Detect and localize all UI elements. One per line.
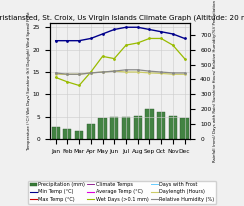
Y-axis label: Temperature (°C)/ Wet Days/ Sunshine (h)/ Daylight/ Wind Speed/ Frost: Temperature (°C)/ Wet Days/ Sunshine (h)… xyxy=(27,12,31,150)
Bar xyxy=(157,112,165,139)
Legend: Precipitation (mm), Min Temp (°C), Max Temp (°C), Climate Temps, Average Temp (°: Precipitation (mm), Min Temp (°C), Max T… xyxy=(28,180,216,204)
Bar xyxy=(122,117,130,139)
Bar xyxy=(110,117,118,139)
Title: Christiansted, St. Croix, Us Virgin Islands Climate Graph (Altitude: 20 m): Christiansted, St. Croix, Us Virgin Isla… xyxy=(0,15,244,21)
Bar xyxy=(145,109,153,139)
Y-axis label: Rainfall (mm)/ Days with Rain/ Sunshine Hours/ Relative Humidity(%)/ Precipitati: Rainfall (mm)/ Days with Rain/ Sunshine … xyxy=(213,0,217,162)
Bar xyxy=(51,127,60,139)
Bar xyxy=(63,130,71,139)
Bar xyxy=(75,131,83,139)
Bar xyxy=(181,118,189,139)
Bar xyxy=(134,116,142,139)
Bar xyxy=(87,124,95,139)
Bar xyxy=(169,116,177,139)
Bar xyxy=(98,118,107,139)
